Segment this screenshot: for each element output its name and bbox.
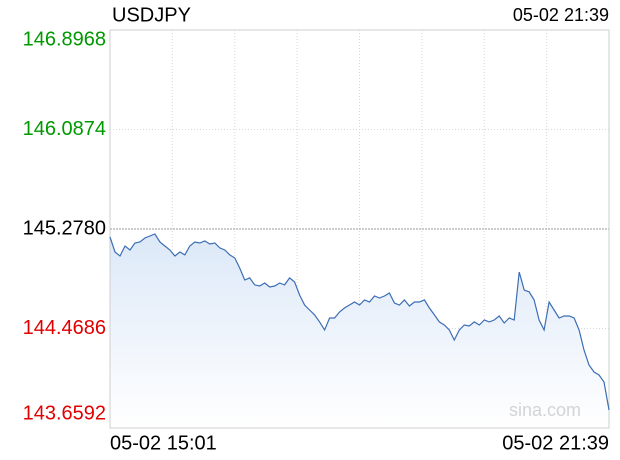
- plot-frame: [109, 29, 610, 429]
- x-tick-label: 05-02 21:39: [502, 432, 609, 454]
- y-tick-label: 143.6592: [23, 402, 106, 424]
- x-tick-label: 05-02 15:01: [110, 432, 217, 454]
- chart-title: USDJPY: [112, 4, 191, 26]
- timestamp: 05-02 21:39: [513, 5, 609, 25]
- area-fill: [110, 234, 609, 428]
- y-tick-label: 146.8968: [23, 28, 106, 50]
- y-tick-label: 146.0874: [23, 118, 106, 140]
- price-line: [109, 233, 610, 411]
- watermark: sina.com: [509, 400, 581, 420]
- y-tick-label: 145.2780: [23, 217, 106, 239]
- y-tick-label: 144.4686: [23, 317, 106, 339]
